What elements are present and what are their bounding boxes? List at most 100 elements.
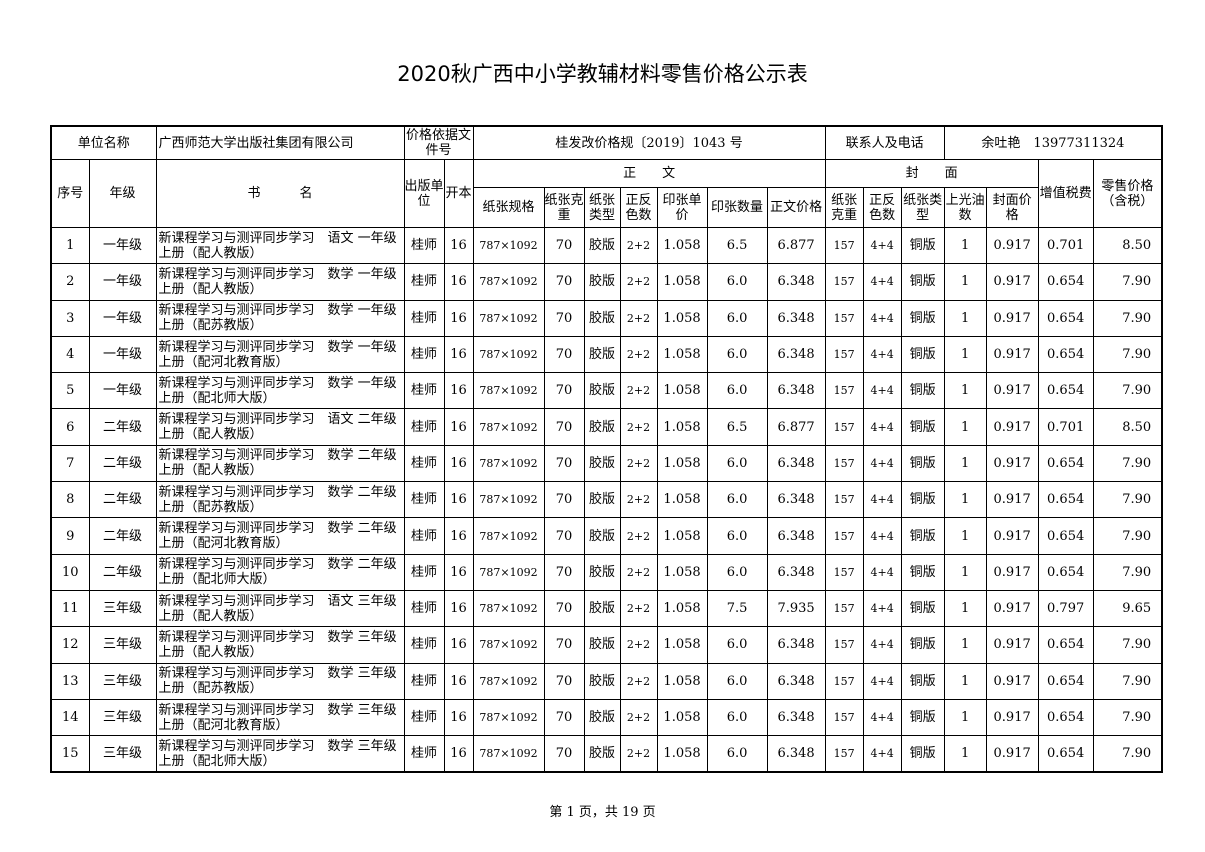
table-cell: 6.348 <box>766 662 826 700</box>
table-cell: 胶版 <box>583 299 621 337</box>
table-cell: 新课程学习与测评同步学习 数学 一年级 上册（配河北教育版） <box>155 335 405 374</box>
table-cell: 1 <box>943 735 987 773</box>
table-cell: 新课程学习与测评同步学习 语文 一年级 上册（配人教版） <box>155 226 405 265</box>
table-cell: 7.90 <box>1092 263 1163 301</box>
table-cell: 4+4 <box>862 735 902 773</box>
table-cell: 4+4 <box>862 299 902 337</box>
table-row: 11 三年级 新课程学习与测评同步学习 语文 三年级 上册（配人教版） 桂师 16 787… <box>50 589 1163 628</box>
table-cell: 胶版 <box>583 589 621 628</box>
table-cell: 157 <box>824 226 864 265</box>
table-cell: 1.058 <box>656 335 708 374</box>
table-cell: 6.877 <box>766 408 826 446</box>
table-cell: 新课程学习与测评同步学习 数学 一年级 上册（配苏教版） <box>155 299 405 337</box>
header-body-price: 正文价格 <box>766 187 826 228</box>
table-cell: 16 <box>443 335 474 374</box>
table-cell: 1.058 <box>656 662 708 700</box>
table-cell: 4+4 <box>862 335 902 374</box>
table-cell: 一年级 <box>88 335 157 374</box>
table-cell: 胶版 <box>583 444 621 483</box>
header-publisher: 出版单位 <box>403 159 445 228</box>
table-cell: 16 <box>443 444 474 483</box>
table-cell: 0.701 <box>1037 408 1094 446</box>
table-cell: 铜版 <box>900 553 945 591</box>
table-cell: 16 <box>443 735 474 773</box>
table-cell: 157 <box>824 408 864 446</box>
basis-label: 价格依据文件号 <box>403 125 474 160</box>
table-cell: 0.917 <box>985 372 1039 410</box>
table-cell: 6.0 <box>706 372 768 410</box>
header-sheet-price: 印张单价 <box>656 187 708 228</box>
table-cell: 桂师 <box>403 372 445 410</box>
table-cell: 一年级 <box>88 372 157 410</box>
table-cell: 7.90 <box>1092 735 1163 773</box>
table-cell: 157 <box>824 444 864 483</box>
table-cell: 4+4 <box>862 408 902 446</box>
table-cell: 1 <box>943 372 987 410</box>
table-cell: 16 <box>443 226 474 265</box>
table-cell: 二年级 <box>88 408 157 446</box>
table-cell: 6.0 <box>706 553 768 591</box>
table-cell: 157 <box>824 299 864 337</box>
table-cell: 4+4 <box>862 698 902 737</box>
table-cell: 4+4 <box>862 226 902 265</box>
table-cell: 铜版 <box>900 735 945 773</box>
table-cell: 3 <box>50 299 90 337</box>
table-cell: 桂师 <box>403 263 445 301</box>
header-sheet-count: 印张数量 <box>706 187 768 228</box>
table-cell: 9.65 <box>1092 589 1163 628</box>
table-cell: 7.90 <box>1092 372 1163 410</box>
table-cell: 桂师 <box>403 408 445 446</box>
table-cell: 1.058 <box>656 589 708 628</box>
table-cell: 0.654 <box>1037 553 1094 591</box>
table-cell: 6.348 <box>766 698 826 737</box>
table-cell: 157 <box>824 263 864 301</box>
table-cell: 胶版 <box>583 263 621 301</box>
table-cell: 新课程学习与测评同步学习 数学 一年级 上册（配北师大版） <box>155 372 405 410</box>
table-cell: 6.0 <box>706 698 768 737</box>
table-cell: 70 <box>543 335 585 374</box>
unit-label: 单位名称 <box>50 125 157 160</box>
table-cell: 2+2 <box>619 735 658 773</box>
table-cell: 1 <box>943 299 987 337</box>
table-cell: 6.0 <box>706 335 768 374</box>
table-cell: 16 <box>443 263 474 301</box>
table-cell: 6.348 <box>766 735 826 773</box>
table-cell: 6.0 <box>706 481 768 519</box>
header-grade: 年级 <box>88 159 157 228</box>
table-cell: 1 <box>943 662 987 700</box>
table-cell: 胶版 <box>583 735 621 773</box>
table-cell: 1 <box>943 517 987 555</box>
table-cell: 0.654 <box>1037 444 1094 483</box>
table-cell: 铜版 <box>900 372 945 410</box>
table-cell: 787×1092 <box>472 408 545 446</box>
table-cell: 铜版 <box>900 517 945 555</box>
table-cell: 7.90 <box>1092 335 1163 374</box>
table-cell: 0.917 <box>985 335 1039 374</box>
table-cell: 二年级 <box>88 444 157 483</box>
header-cover-type: 纸张类型 <box>900 187 945 228</box>
table-cell: 0.797 <box>1037 589 1094 628</box>
table-cell: 157 <box>824 335 864 374</box>
table-cell: 7.90 <box>1092 626 1163 664</box>
table-row: 10 二年级 新课程学习与测评同步学习 数学 二年级 上册（配北师大版） 桂师 16 78… <box>50 553 1163 591</box>
table-cell: 787×1092 <box>472 698 545 737</box>
table-cell: 铜版 <box>900 299 945 337</box>
table-cell: 三年级 <box>88 735 157 773</box>
table-cell: 70 <box>543 444 585 483</box>
table-cell: 新课程学习与测评同步学习 语文 二年级 上册（配人教版） <box>155 408 405 446</box>
header-paper-weight: 纸张克重 <box>543 187 585 228</box>
table-cell: 157 <box>824 698 864 737</box>
table-cell: 二年级 <box>88 481 157 519</box>
table-cell: 桂师 <box>403 299 445 337</box>
table-cell: 70 <box>543 626 585 664</box>
table-cell: 2+2 <box>619 408 658 446</box>
table-cell: 桂师 <box>403 226 445 265</box>
table-cell: 新课程学习与测评同步学习 语文 三年级 上册（配人教版） <box>155 589 405 628</box>
table-cell: 4+4 <box>862 444 902 483</box>
table-cell: 1.058 <box>656 481 708 519</box>
table-cell: 6.348 <box>766 626 826 664</box>
table-cell: 三年级 <box>88 698 157 737</box>
table-cell: 2+2 <box>619 662 658 700</box>
header-format: 开本 <box>443 159 474 228</box>
table-cell: 1 <box>943 553 987 591</box>
